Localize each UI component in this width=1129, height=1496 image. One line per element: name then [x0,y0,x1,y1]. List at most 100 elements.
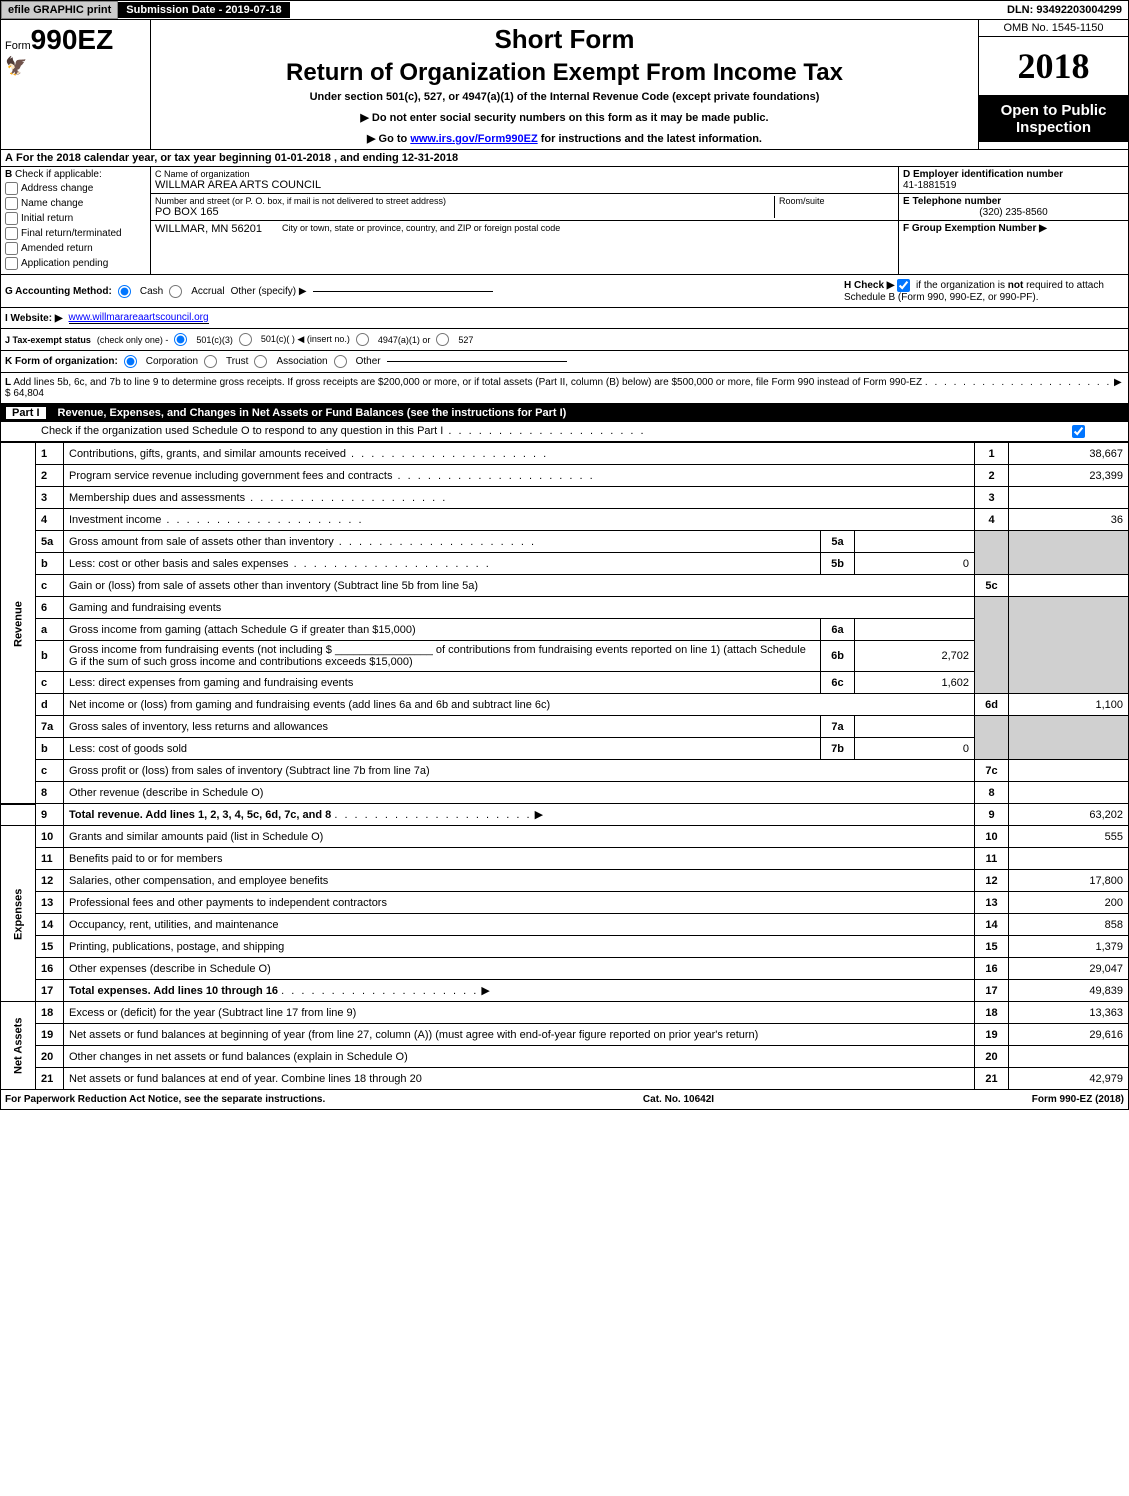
address: PO BOX 165 [155,206,774,218]
g-accrual-radio[interactable] [169,285,182,298]
line-num: a [36,619,64,641]
row-a-pre: For the 2018 calendar year, or tax year … [16,152,275,164]
check-pending[interactable]: Application pending [5,257,146,270]
line-num: 11 [36,848,64,870]
line-num: c [36,760,64,782]
line-num: 1 [36,443,64,465]
check-address-box[interactable] [5,182,18,195]
irs-link[interactable]: www.irs.gov/Form990EZ [410,133,537,145]
line-amt [1009,575,1129,597]
line-amt: 38,667 [1009,443,1129,465]
inner-amt: 2,702 [855,641,975,672]
inner-col: 6b [821,641,855,672]
l-amount: $ 64,804 [5,388,44,399]
line-col: 2 [975,465,1009,487]
line-amt: 29,047 [1009,958,1129,980]
revenue-sidelabel: Revenue [1,443,36,804]
k-label: K Form of organization: [5,356,118,367]
warning-1: ▶ Do not enter social security numbers o… [159,111,970,124]
inner-col: 6c [821,672,855,694]
line-num: 21 [36,1068,64,1090]
b-label: B [5,169,12,180]
k-assoc: Association [276,356,327,367]
k-assoc-radio[interactable] [254,355,267,368]
line-num: c [36,575,64,597]
table-row: c Gain or (loss) from sale of assets oth… [1,575,1129,597]
addr-label: Number and street (or P. O. box, if mail… [155,196,774,206]
table-row: 4 Investment income 4 36 [1,509,1129,531]
k-other: Other [356,356,381,367]
check-name[interactable]: Name change [5,197,146,210]
check-amended-box[interactable] [5,242,18,255]
table-row: Revenue 1 Contributions, gifts, grants, … [1,443,1129,465]
inner-col: 6a [821,619,855,641]
j-501c3: 501(c)(3) [196,335,233,345]
line-desc: Other revenue (describe in Schedule O) [64,782,975,804]
h-checkbox[interactable] [897,279,910,292]
check-name-box[interactable] [5,197,18,210]
check-address[interactable]: Address change [5,182,146,195]
part1-header: Part I Revenue, Expenses, and Changes in… [0,404,1129,422]
line-desc: Less: cost of goods sold [64,738,821,760]
line-amt: 858 [1009,914,1129,936]
k-trust-radio[interactable] [204,355,217,368]
line-amt: 63,202 [1009,804,1129,826]
part1-schedule-o-checkbox[interactable] [1072,425,1085,438]
line-desc: Less: cost or other basis and sales expe… [64,553,821,575]
form-number: 990EZ [31,24,114,55]
address-row: Number and street (or P. O. box, if mail… [151,194,898,221]
j-527-radio[interactable] [436,333,449,346]
line-num: c [36,672,64,694]
line-col: 11 [975,848,1009,870]
check-initial-box[interactable] [5,212,18,225]
check-final[interactable]: Final return/terminated [5,227,146,240]
group-exemption: F Group Exemption Number ▶ [899,221,1128,274]
check-pending-box[interactable] [5,257,18,270]
efile-print-button[interactable]: efile GRAPHIC print [1,1,118,19]
inner-amt [855,619,975,641]
org-name-row: C Name of organization WILLMAR AREA ARTS… [151,167,898,194]
check-amended[interactable]: Amended return [5,242,146,255]
j-4947-radio[interactable] [356,333,369,346]
line-amt: 1,100 [1009,694,1129,716]
line-col: 3 [975,487,1009,509]
row-a-begin: 01-01-2018 [275,152,331,164]
line-desc: Occupancy, rent, utilities, and maintena… [64,914,975,936]
open-to-public: Open to Public Inspection [979,96,1128,142]
d-label: D Employer identification number [903,169,1063,180]
j-501c-radio[interactable] [239,333,252,346]
g-cash-radio[interactable] [118,285,131,298]
table-row: 11Benefits paid to or for members11 [1,848,1129,870]
table-row: 19Net assets or fund balances at beginni… [1,1024,1129,1046]
l-label: L [5,377,11,388]
line-col: 19 [975,1024,1009,1046]
line-amt: 36 [1009,509,1129,531]
line-amt [1009,848,1129,870]
line-col: 1 [975,443,1009,465]
part1-suffix: (see the instructions for Part I) [407,407,567,419]
line-desc: Gross income from gaming (attach Schedul… [64,619,821,641]
line-amt: 17,800 [1009,870,1129,892]
website-link[interactable]: www.willmarareaartscouncil.org [69,312,209,324]
city-label: City or town, state or province, country… [262,223,894,235]
part1-table: Revenue 1 Contributions, gifts, grants, … [0,442,1129,1090]
k-corp-radio[interactable] [124,355,137,368]
check-initial[interactable]: Initial return [5,212,146,225]
line-col: 14 [975,914,1009,936]
inner-col: 7b [821,738,855,760]
submission-date: Submission Date - 2019-07-18 [118,2,289,18]
i-label: I Website: ▶ [5,313,63,324]
table-row: 17 Total expenses. Add lines 10 through … [1,980,1129,1002]
check-final-box[interactable] [5,227,18,240]
line-amt [1009,1046,1129,1068]
line-col: 8 [975,782,1009,804]
line-desc: Investment income [64,509,975,531]
shade-cell [1009,597,1129,694]
line-desc: Net income or (loss) from gaming and fun… [64,694,975,716]
line-amt: 200 [1009,892,1129,914]
line-desc: Benefits paid to or for members [64,848,975,870]
k-other-radio[interactable] [334,355,347,368]
row-a-mid: , and ending [331,152,402,164]
part1-check-text: Check if the organization used Schedule … [41,425,646,438]
j-501c3-radio[interactable] [174,333,187,346]
